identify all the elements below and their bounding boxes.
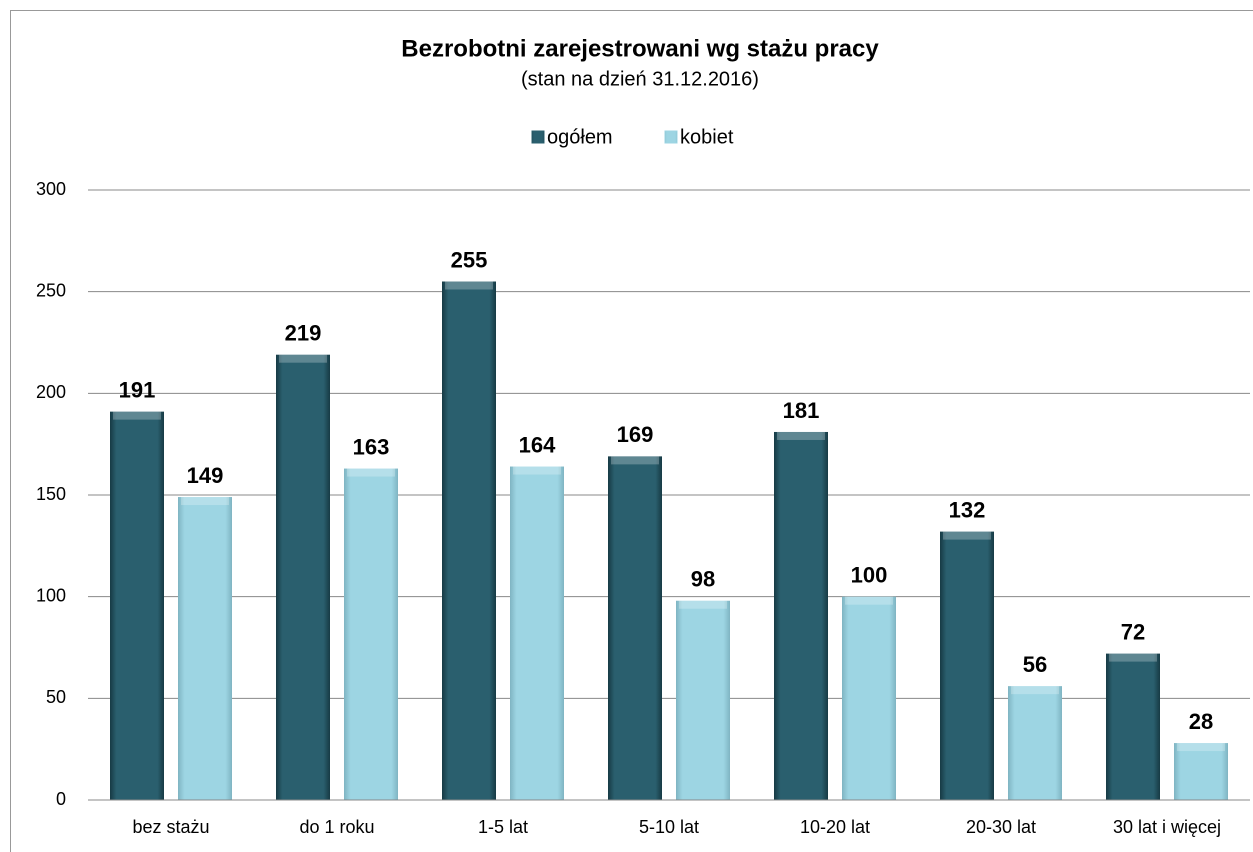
x-tick-label: 20-30 lat <box>966 817 1036 837</box>
bar-bevel <box>943 531 991 540</box>
bar-bevel <box>445 281 493 290</box>
value-label: 28 <box>1189 709 1213 734</box>
value-label: 72 <box>1121 619 1145 644</box>
legend-label: ogółem <box>547 126 613 148</box>
y-tick-label: 100 <box>36 585 66 605</box>
y-tick-label: 300 <box>36 179 66 199</box>
chart-border <box>10 10 1253 852</box>
value-label: 219 <box>285 321 322 346</box>
value-label: 149 <box>187 463 224 488</box>
bar-bevel <box>777 431 825 440</box>
x-tick-label: 1-5 lat <box>478 817 528 837</box>
bar-bevel <box>679 600 727 609</box>
legend-swatch <box>664 130 678 144</box>
bar-bevel <box>181 497 229 506</box>
bar <box>608 456 662 800</box>
x-tick-label: bez stażu <box>132 817 209 837</box>
value-label: 181 <box>783 398 820 423</box>
legend-label: kobiet <box>680 126 734 148</box>
bar <box>676 600 730 800</box>
value-label: 169 <box>617 422 654 447</box>
bar-bevel <box>845 596 893 605</box>
x-tick-label: 10-20 lat <box>800 817 870 837</box>
bar <box>1174 743 1228 800</box>
x-tick-label: 30 lat i więcej <box>1113 817 1221 837</box>
chart-subtitle: (stan na dzień 31.12.2016) <box>521 68 759 90</box>
value-label: 255 <box>451 247 488 272</box>
bar-bevel <box>113 411 161 420</box>
y-tick-label: 50 <box>46 687 66 707</box>
y-tick-label: 0 <box>56 789 66 809</box>
value-label: 132 <box>949 497 986 522</box>
bar <box>510 466 564 800</box>
legend-swatch <box>531 130 545 144</box>
x-tick-label: 5-10 lat <box>639 817 699 837</box>
bar-bevel <box>347 468 395 477</box>
bar <box>276 354 330 800</box>
bar <box>442 281 496 800</box>
bar-bevel <box>1177 743 1225 752</box>
chart-title: Bezrobotni zarejestrowani wg stażu pracy <box>401 35 879 62</box>
value-label: 100 <box>851 562 888 587</box>
bar <box>178 497 232 800</box>
bar <box>842 596 896 800</box>
x-tick-label: do 1 roku <box>299 817 374 837</box>
y-tick-label: 200 <box>36 382 66 402</box>
bar <box>110 411 164 800</box>
bar-bevel <box>1109 653 1157 662</box>
bar-bevel <box>279 354 327 363</box>
y-tick-label: 150 <box>36 484 66 504</box>
y-tick-label: 250 <box>36 280 66 300</box>
value-label: 191 <box>119 377 156 402</box>
bar-bevel <box>611 456 659 465</box>
value-label: 164 <box>519 432 556 457</box>
value-label: 98 <box>691 567 715 592</box>
bar <box>1106 653 1160 800</box>
value-label: 163 <box>353 434 390 459</box>
bar-bevel <box>513 466 561 475</box>
bar <box>344 468 398 800</box>
value-label: 56 <box>1023 652 1047 677</box>
bar <box>774 431 828 800</box>
bar <box>940 531 994 800</box>
bar <box>1008 686 1062 800</box>
bar-bevel <box>1011 686 1059 695</box>
